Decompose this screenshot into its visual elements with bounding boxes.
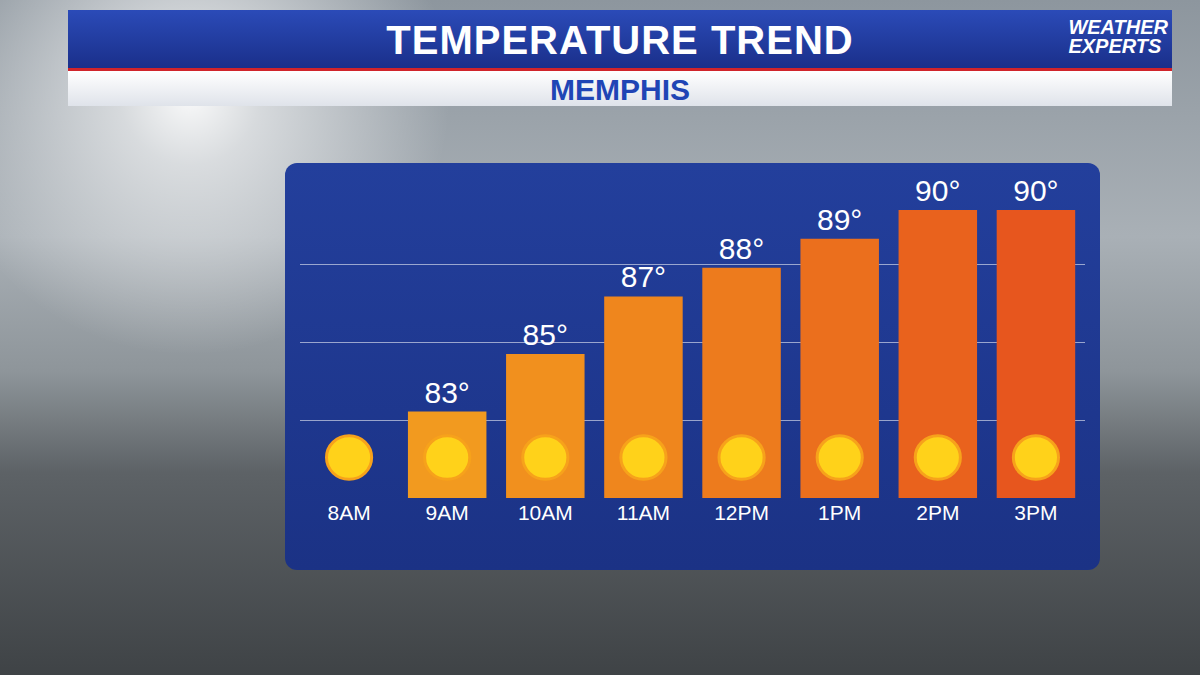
svg-text:8AM: 8AM: [327, 501, 370, 524]
svg-text:87°: 87°: [621, 260, 666, 293]
html-text:EXPERTS: EXPERTS: [1068, 35, 1162, 57]
svg-text:90°: 90°: [915, 174, 960, 207]
html-text:WEATHER: WEATHER: [1068, 16, 1168, 38]
svg-text:3PM: 3PM: [1014, 501, 1057, 524]
svg-text:85°: 85°: [523, 318, 568, 351]
svg-text:90°: 90°: [1013, 174, 1058, 207]
svg-text:2PM: 2PM: [916, 501, 959, 524]
svg-text:11AM: 11AM: [617, 501, 670, 524]
svg-text:12PM: 12PM: [714, 501, 769, 524]
svg-text:83°: 83°: [425, 376, 470, 409]
html-text:MEMPHIS: MEMPHIS: [550, 73, 690, 106]
svg-text:89°: 89°: [817, 203, 862, 236]
svg-text:1PM: 1PM: [818, 501, 861, 524]
svg-text:9AM: 9AM: [426, 501, 469, 524]
svg-text:10AM: 10AM: [518, 501, 573, 524]
svg-text:88°: 88°: [719, 232, 764, 265]
html-text:TEMPERATURE TREND: TEMPERATURE TREND: [386, 18, 854, 62]
